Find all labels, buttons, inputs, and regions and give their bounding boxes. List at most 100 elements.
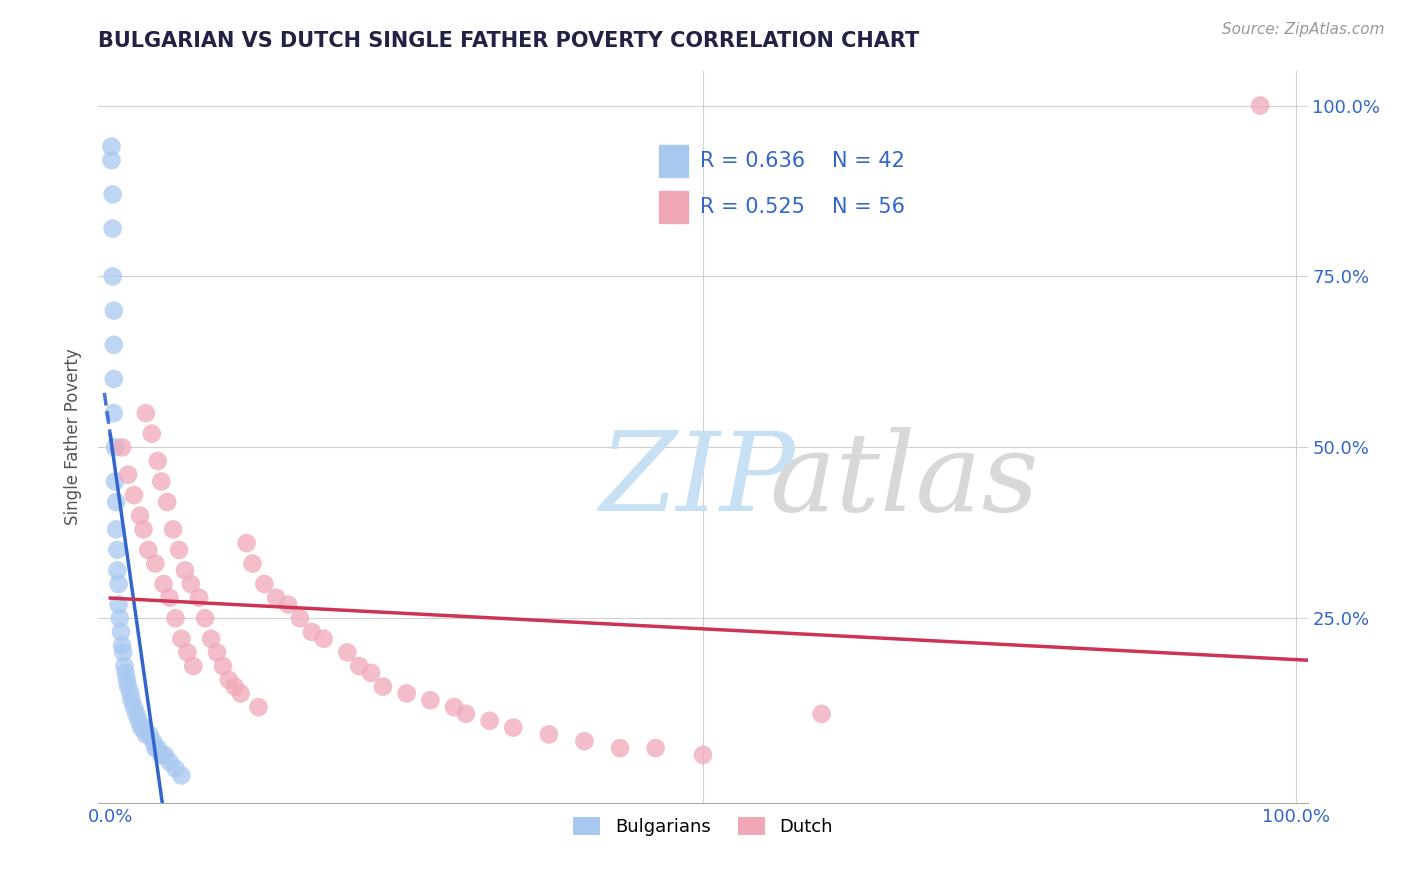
Point	[132, 522, 155, 536]
Point	[135, 727, 157, 741]
Point	[224, 680, 246, 694]
Point	[194, 611, 217, 625]
Point	[111, 440, 134, 454]
Point	[644, 741, 666, 756]
Point	[104, 440, 127, 454]
Point	[101, 269, 124, 284]
Point	[159, 755, 181, 769]
Point	[264, 591, 287, 605]
Point	[153, 747, 176, 762]
Point	[170, 632, 193, 646]
Point	[143, 741, 166, 756]
Point	[108, 611, 131, 625]
Point	[107, 598, 129, 612]
Point	[156, 495, 179, 509]
Point	[120, 686, 142, 700]
Point	[537, 727, 560, 741]
Point	[100, 153, 122, 168]
Point	[101, 187, 124, 202]
Point	[212, 659, 235, 673]
Point	[110, 624, 132, 639]
Point	[114, 665, 136, 680]
Point	[105, 495, 128, 509]
Point	[162, 522, 184, 536]
Point	[105, 563, 128, 577]
Point	[360, 665, 382, 680]
Text: ZIP: ZIP	[600, 427, 796, 534]
Point	[247, 700, 270, 714]
Point	[478, 714, 501, 728]
Point	[218, 673, 240, 687]
Point	[129, 508, 152, 523]
Point	[176, 645, 198, 659]
Text: R = 0.636: R = 0.636	[700, 152, 804, 171]
Point	[165, 762, 187, 776]
Point	[205, 645, 228, 659]
Point	[125, 706, 148, 721]
Point	[122, 488, 145, 502]
Point	[141, 426, 163, 441]
Point	[112, 645, 135, 659]
Point	[288, 611, 311, 625]
Point	[128, 714, 150, 728]
Point	[101, 221, 124, 235]
Point	[103, 372, 125, 386]
Point	[347, 659, 370, 673]
Point	[152, 577, 174, 591]
Point	[136, 542, 159, 557]
Bar	[658, 191, 688, 223]
Text: N = 56: N = 56	[832, 197, 905, 218]
Bar	[658, 145, 688, 178]
Point	[371, 680, 394, 694]
Point	[336, 645, 359, 659]
Point	[150, 475, 173, 489]
Point	[115, 673, 138, 687]
Point	[188, 591, 211, 605]
Point	[810, 706, 832, 721]
Point	[180, 577, 202, 591]
Point	[277, 598, 299, 612]
Point	[143, 557, 166, 571]
Point	[159, 591, 181, 605]
Point	[181, 659, 204, 673]
Point	[121, 693, 143, 707]
Point	[419, 693, 441, 707]
Point	[135, 406, 157, 420]
Point	[502, 721, 524, 735]
Point	[454, 706, 477, 721]
Point	[253, 577, 276, 591]
Point	[443, 700, 465, 714]
Point	[129, 721, 152, 735]
Point	[692, 747, 714, 762]
Point	[111, 639, 134, 653]
Text: N = 42: N = 42	[832, 152, 905, 171]
Point	[105, 542, 128, 557]
Point	[146, 454, 169, 468]
Point	[174, 563, 197, 577]
Point	[146, 741, 169, 756]
Point	[138, 727, 160, 741]
Point	[167, 542, 190, 557]
Point	[103, 303, 125, 318]
Point	[107, 577, 129, 591]
Point	[609, 741, 631, 756]
Point	[114, 659, 136, 673]
Text: BULGARIAN VS DUTCH SINGLE FATHER POVERTY CORRELATION CHART: BULGARIAN VS DUTCH SINGLE FATHER POVERTY…	[98, 31, 920, 51]
Point	[122, 700, 145, 714]
Text: atlas: atlas	[769, 427, 1039, 534]
Point	[235, 536, 257, 550]
Y-axis label: Single Father Poverty: Single Father Poverty	[65, 349, 83, 525]
Point	[200, 632, 222, 646]
Point	[117, 467, 139, 482]
Point	[117, 680, 139, 694]
Point	[100, 139, 122, 153]
Text: R = 0.525: R = 0.525	[700, 197, 804, 218]
Point	[229, 686, 252, 700]
Point	[142, 734, 165, 748]
Point	[104, 475, 127, 489]
Point	[165, 611, 187, 625]
Point	[242, 557, 264, 571]
Point	[301, 624, 323, 639]
Point	[150, 747, 173, 762]
Point	[395, 686, 418, 700]
